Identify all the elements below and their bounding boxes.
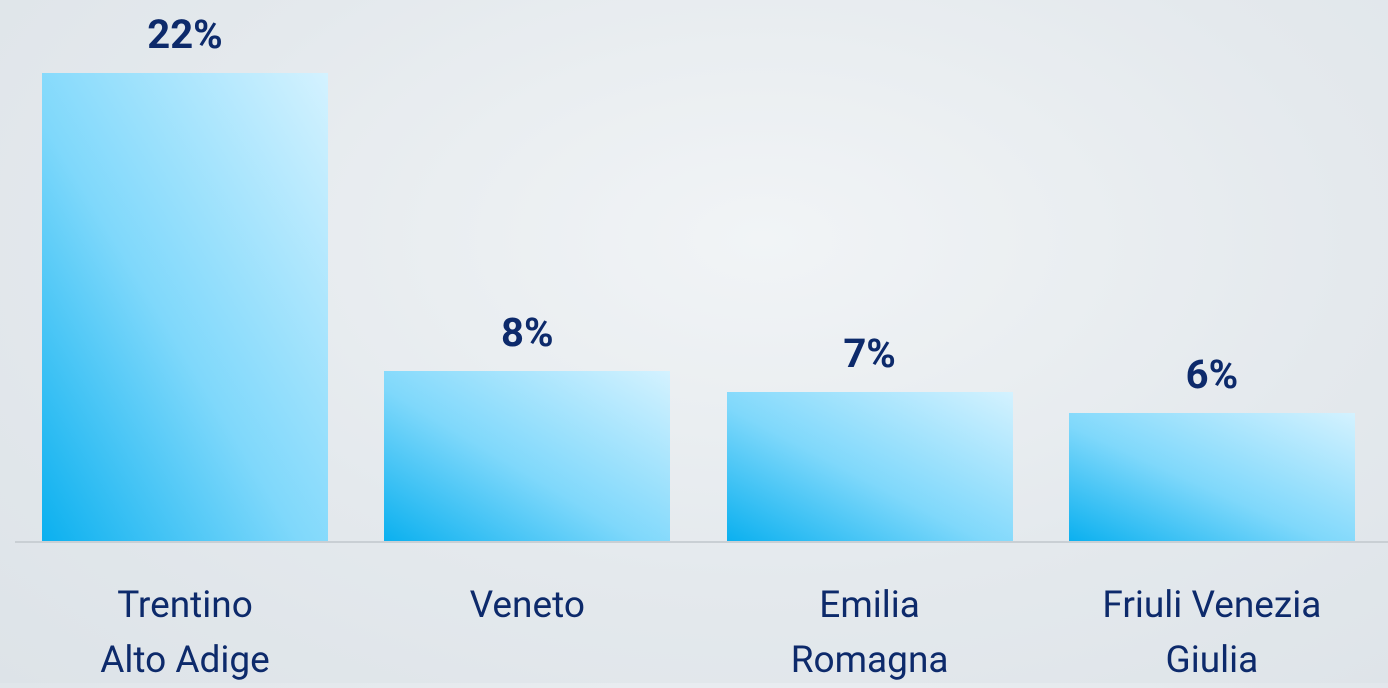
page: 22%Trentino Alto Adige8%Veneto7%Emilia R… xyxy=(0,0,1388,683)
category-label: Emilia Romagna xyxy=(705,578,1035,688)
bar xyxy=(384,371,670,541)
bar xyxy=(727,392,1013,541)
category-label: Veneto xyxy=(362,578,692,633)
bar xyxy=(42,73,328,541)
value-label: 22% xyxy=(42,11,328,58)
value-label: 8% xyxy=(384,309,670,356)
value-label: 6% xyxy=(1069,351,1355,398)
chart: 22%Trentino Alto Adige8%Veneto7%Emilia R… xyxy=(0,0,1388,683)
category-label: Friuli Venezia Giulia xyxy=(1047,578,1377,688)
bar xyxy=(1069,413,1355,541)
category-label: Trentino Alto Adige xyxy=(20,578,350,688)
value-label: 7% xyxy=(727,330,1013,377)
baseline xyxy=(15,541,1388,543)
